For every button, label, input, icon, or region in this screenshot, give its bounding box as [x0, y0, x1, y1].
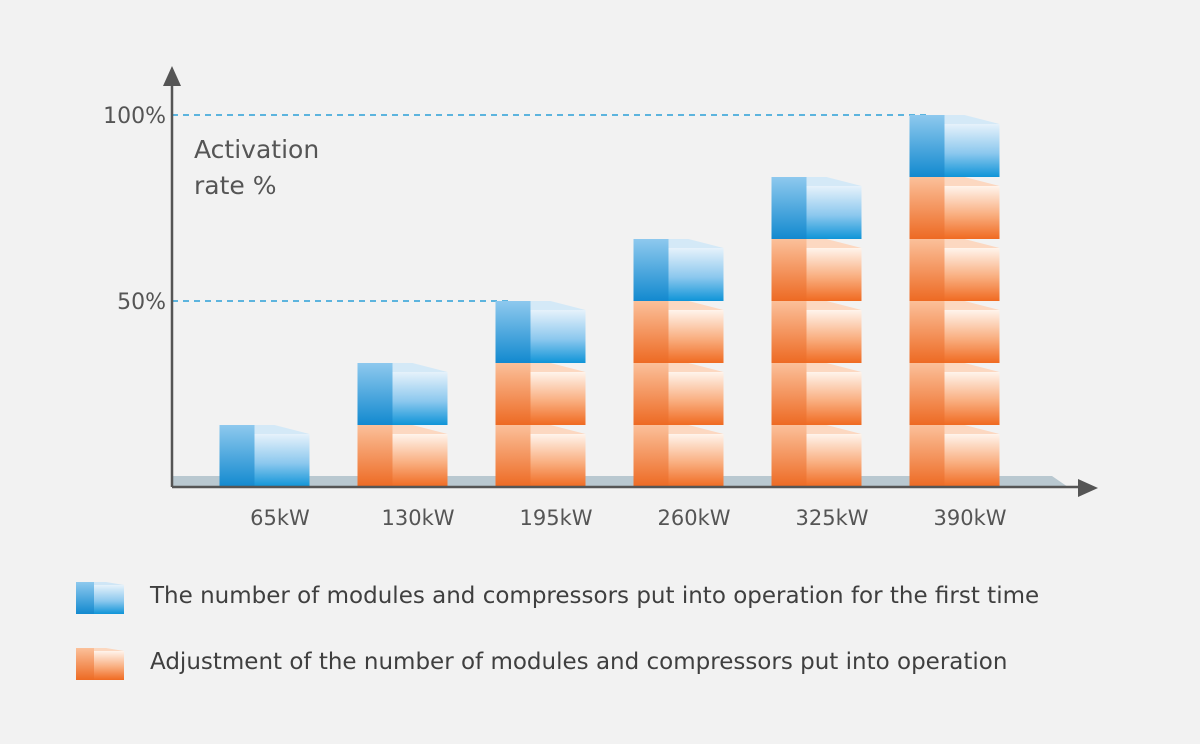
bar-390kW-adjustment-3-front — [944, 310, 1000, 363]
bar-195kW-adjustment-2-side — [495, 363, 531, 425]
bar-390kW-adjustment-1-side — [909, 425, 945, 487]
bar-325kW-first-time-side — [771, 177, 807, 239]
bar-390kW-adjustment-5 — [909, 177, 1000, 239]
bar-260kW-adjustment-1 — [633, 425, 724, 487]
bar-195kW-first-time-front — [530, 310, 586, 363]
bar-260kW-first-time — [633, 239, 724, 301]
bar-130kW-adjustment-1 — [357, 425, 448, 487]
bar-390kW-adjustment-3-side — [909, 301, 945, 363]
bar-195kW-adjustment-2-front — [530, 372, 586, 425]
bar-260kW-adjustment-3 — [633, 301, 724, 363]
bar-325kW-adjustment-1-front — [806, 434, 862, 487]
bar-260kW-adjustment-2 — [633, 363, 724, 425]
bar-390kW-first-time-side — [909, 115, 945, 177]
bar-325kW-adjustment-2-side — [771, 363, 807, 425]
y-axis-label: Activation rate % — [194, 135, 319, 200]
bar-65kW-first-time-side — [219, 425, 255, 487]
legend-label-first-time: The number of modules and compressors pu… — [150, 583, 1040, 609]
x-axis-arrow-icon — [1078, 479, 1098, 497]
bar-130kW-first-time-side — [357, 363, 393, 425]
y-axis-arrow-icon — [163, 66, 181, 86]
y-tick-label-100pct: 100% — [103, 104, 166, 129]
x-tick-label-65kW: 65kW — [250, 506, 310, 530]
bar-390kW-adjustment-3 — [909, 301, 1000, 363]
bar-325kW-adjustment-4 — [771, 239, 862, 301]
bar-325kW-first-time — [771, 177, 862, 239]
bar-325kW-adjustment-1-side — [771, 425, 807, 487]
y-tick-label-50pct: 50% — [117, 290, 166, 315]
bar-390kW-adjustment-2-side — [909, 363, 945, 425]
bar-390kW-adjustment-4-front — [944, 248, 1000, 301]
legend-item-first-time — [72, 576, 128, 616]
bar-390kW-adjustment-1-front — [944, 434, 1000, 487]
bar-390kW-adjustment-4 — [909, 239, 1000, 301]
bar-390kW-adjustment-5-front — [944, 186, 1000, 239]
bar-195kW-adjustment-1-front — [530, 434, 586, 487]
bar-195kW-first-time — [495, 301, 586, 363]
bar-260kW-adjustment-2-side — [633, 363, 669, 425]
bar-260kW-adjustment-3-side — [633, 301, 669, 363]
bar-260kW-adjustment-2-front — [668, 372, 724, 425]
x-tick-label-195kW: 195kW — [519, 506, 592, 530]
x-tick-label-390kW: 390kW — [933, 506, 1006, 530]
bar-325kW-adjustment-3 — [771, 301, 862, 363]
bar-130kW-adjustment-1-side — [357, 425, 393, 487]
bar-195kW-adjustment-1 — [495, 425, 586, 487]
bar-390kW-adjustment-2 — [909, 363, 1000, 425]
bar-325kW-first-time-front — [806, 186, 862, 239]
legend-blue-cube-icon — [76, 582, 124, 614]
legend-orange-cube-icon — [76, 648, 124, 680]
bar-195kW-first-time-side — [495, 301, 531, 363]
bar-65kW-first-time-front — [254, 434, 310, 487]
bar-260kW-adjustment-1-side — [633, 425, 669, 487]
bar-390kW-first-time-front — [944, 124, 1000, 177]
bar-325kW-adjustment-2 — [771, 363, 862, 425]
legend-item-adjustment — [72, 642, 128, 682]
bar-390kW-adjustment-2-front — [944, 372, 1000, 425]
bar-390kW-adjustment-5-side — [909, 177, 945, 239]
bar-260kW-first-time-side — [633, 239, 669, 301]
bar-260kW-first-time-front — [668, 248, 724, 301]
bar-130kW-first-time-front — [392, 372, 448, 425]
bar-325kW-adjustment-4-side — [771, 239, 807, 301]
bar-130kW-first-time — [357, 363, 448, 425]
bar-260kW-adjustment-3-front — [668, 310, 724, 363]
x-tick-label-260kW: 260kW — [657, 506, 730, 530]
bar-325kW-adjustment-3-side — [771, 301, 807, 363]
bar-195kW-adjustment-2 — [495, 363, 586, 425]
bar-65kW-first-time — [219, 425, 310, 487]
bar-130kW-adjustment-1-front — [392, 434, 448, 487]
bar-390kW-first-time — [909, 115, 1000, 177]
bar-325kW-adjustment-1 — [771, 425, 862, 487]
bar-390kW-adjustment-1 — [909, 425, 1000, 487]
bar-195kW-adjustment-1-side — [495, 425, 531, 487]
x-tick-label-130kW: 130kW — [381, 506, 454, 530]
bar-325kW-adjustment-4-front — [806, 248, 862, 301]
bar-325kW-adjustment-3-front — [806, 310, 862, 363]
x-tick-label-325kW: 325kW — [795, 506, 868, 530]
bar-390kW-adjustment-4-side — [909, 239, 945, 301]
bar-325kW-adjustment-2-front — [806, 372, 862, 425]
bar-260kW-adjustment-1-front — [668, 434, 724, 487]
legend-label-adjustment: Adjustment of the number of modules and … — [150, 649, 1008, 675]
